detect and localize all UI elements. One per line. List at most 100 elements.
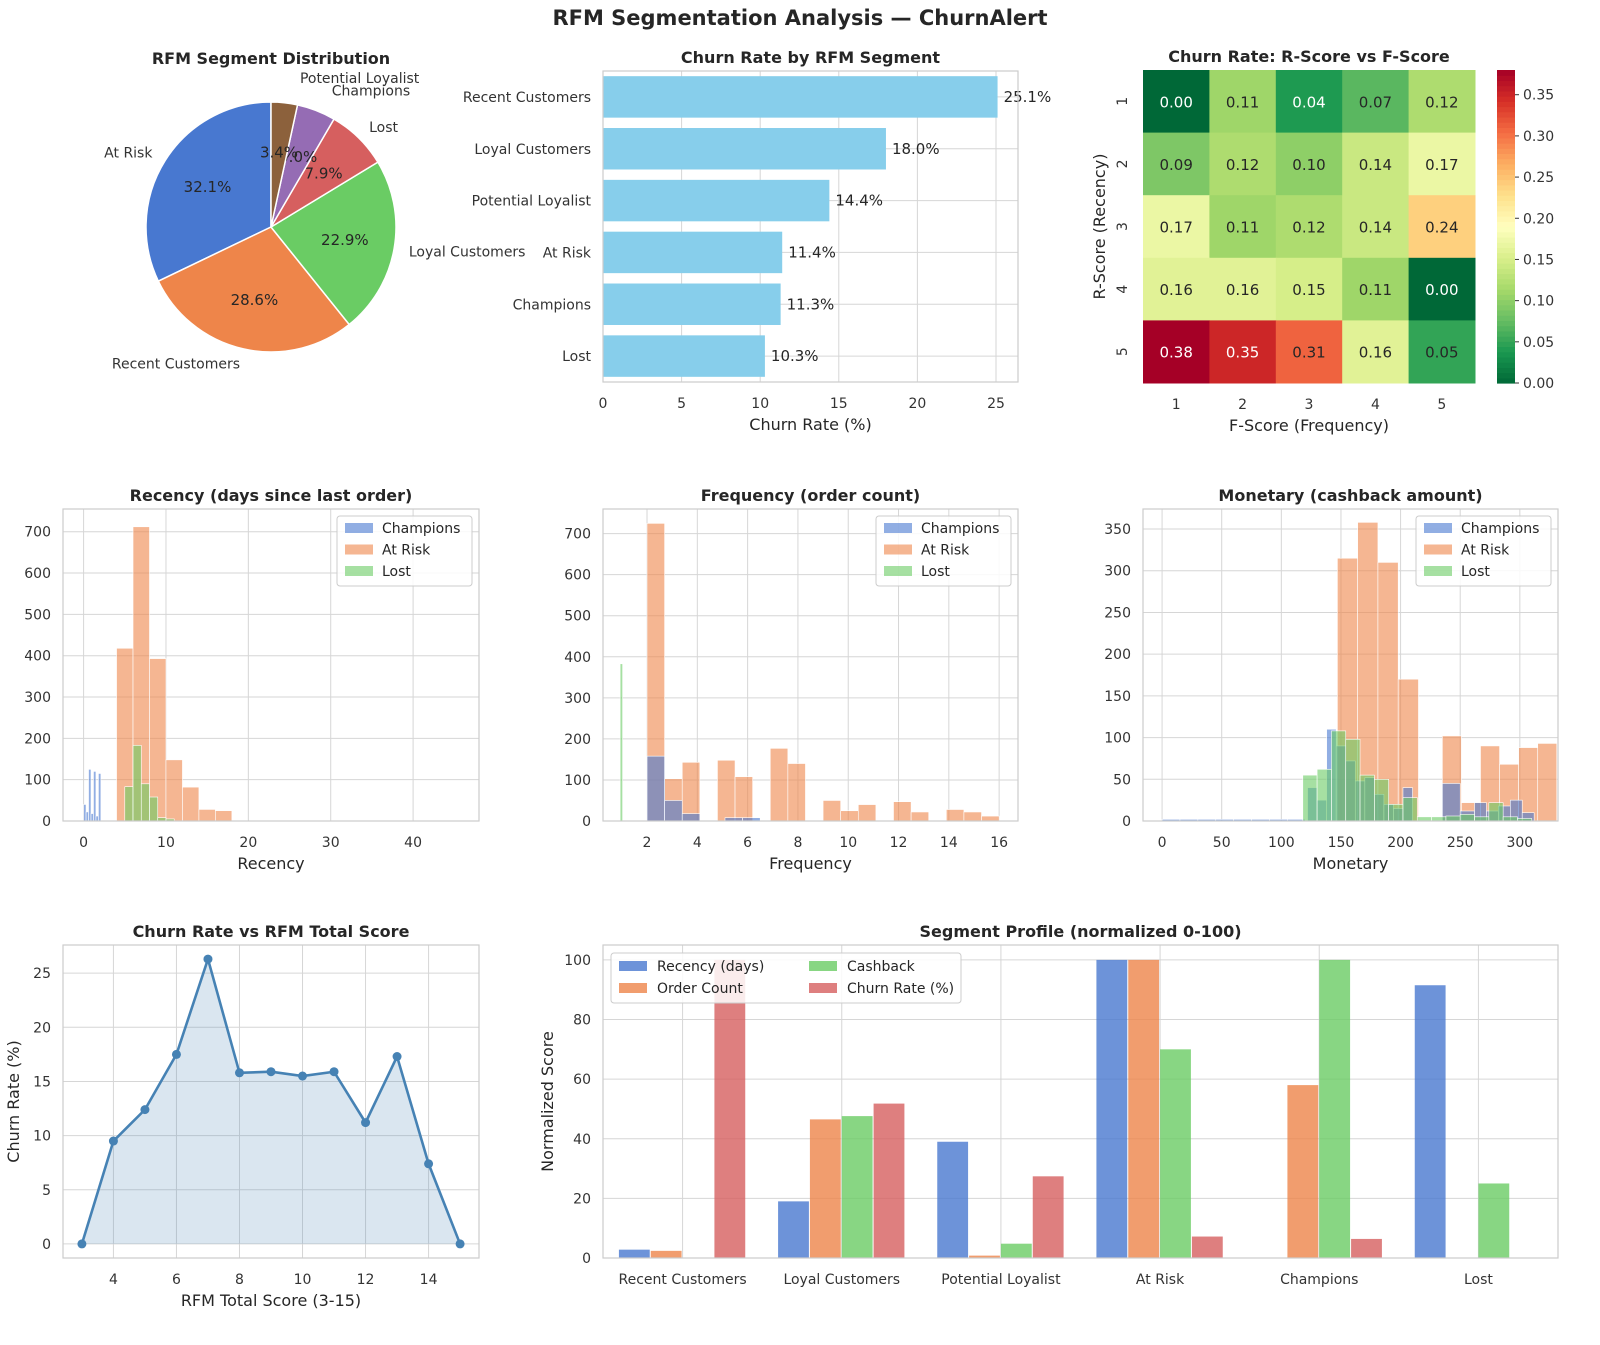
- x-tick-label: 4: [693, 835, 702, 851]
- hist-bar-champions: [664, 800, 683, 822]
- colorbar-segment: [1497, 304, 1515, 311]
- hist-bar-lost: [1402, 797, 1418, 822]
- hist-bar-at-risk: [981, 815, 1000, 822]
- x-tick-label: 6: [743, 835, 752, 851]
- line-point: [329, 1067, 339, 1077]
- heatmap-cell: [1275, 257, 1343, 321]
- pie-pct-label: 22.9%: [321, 231, 369, 249]
- pie-slice-recent-customers: [157, 226, 351, 353]
- y-tick-label: 0: [42, 1237, 51, 1253]
- hist-bar-at-risk: [910, 811, 930, 822]
- colorbar-segment: [1497, 143, 1515, 149]
- profile-bar-order-count: [650, 1250, 682, 1258]
- line-point: [140, 1105, 150, 1115]
- heatmap-cell: [1209, 70, 1277, 134]
- colorbar-segment: [1497, 325, 1515, 332]
- legend-label: Cashback: [847, 959, 916, 975]
- y-tick-label: 20: [573, 1191, 591, 1207]
- x-tick-label: Potential Loyalist: [941, 1272, 1061, 1288]
- bar-at-risk: [603, 231, 783, 274]
- profile-bar-churn-rate: [714, 959, 746, 1258]
- pie-label: Champions: [332, 84, 410, 100]
- legend-label: At Risk: [382, 543, 431, 559]
- pie-pct-label: 7.9%: [305, 165, 343, 183]
- colorbar-tick-label: 0.25: [1523, 170, 1554, 186]
- hist-bar-lost: [124, 786, 134, 822]
- colorbar-segment: [1497, 179, 1515, 186]
- profile-bar-churn-rate: [1191, 1236, 1223, 1258]
- y-tick-label: 100: [564, 773, 591, 789]
- hist-bar-lost: [1502, 816, 1518, 822]
- hist-bar-champions: [1442, 783, 1461, 822]
- hist-bar-lost: [140, 783, 150, 822]
- y-tick-label: 5: [1115, 347, 1131, 356]
- heatmap-cell-label: 0.14: [1359, 156, 1392, 174]
- colorbar-segment: [1497, 195, 1515, 202]
- x-tick-label: 0: [79, 835, 88, 851]
- x-tick-label: 1: [1172, 397, 1181, 413]
- pie-pct-label: 5.0%: [279, 148, 317, 166]
- colorbar-segment: [1497, 278, 1515, 285]
- x-tick-label: 2: [643, 835, 652, 851]
- y-tick-label: Champions: [513, 297, 591, 313]
- heatmap-cell: [1143, 195, 1210, 259]
- profile-bar-cashback: [1478, 1183, 1510, 1258]
- line-point: [298, 1071, 308, 1081]
- profile-bar-churn-rate: [1351, 1238, 1382, 1258]
- y-tick-label: 500: [564, 609, 591, 625]
- y-tick-label: 400: [24, 649, 51, 665]
- x-axis-label: Monetary: [1313, 854, 1389, 873]
- hist-bar-lost: [1316, 768, 1332, 822]
- y-tick-label: Recent Customers: [463, 90, 591, 106]
- colorbar-tick-label: 0.15: [1523, 252, 1554, 268]
- heatmap-cell: [1143, 257, 1210, 321]
- x-tick-label: 200: [1387, 835, 1414, 851]
- recency-histogram: Recency (days since last order) 0 10 20 30 40…: [24, 486, 480, 873]
- legend-label: Lost: [382, 564, 411, 580]
- heatmap-cell: [1209, 132, 1277, 196]
- hist-bar-champions: [95, 815, 99, 822]
- legend-label: Champions: [382, 521, 460, 537]
- legend-swatch: [884, 523, 912, 533]
- y-tick-label: 0: [42, 814, 51, 830]
- x-tick-label: 10: [157, 835, 175, 851]
- hist_frequency-frame: [602, 508, 1019, 822]
- hist-bar-at-risk: [769, 748, 789, 822]
- y-tick-label: 200: [1104, 647, 1131, 663]
- hist-bar-at-risk: [734, 776, 753, 822]
- y-tick-label: 500: [24, 607, 51, 623]
- x-tick-label: 50: [1213, 835, 1231, 851]
- hist_recency-title: Recency (days since last order): [130, 486, 413, 505]
- profile-frame: [602, 944, 1559, 1259]
- pie-pct-label: 3.4%: [260, 143, 298, 161]
- y-tick-label: 700: [24, 525, 51, 541]
- x-tick-label: 12: [357, 1272, 375, 1288]
- legend-swatch: [1424, 566, 1452, 576]
- legend-swatch: [619, 961, 647, 971]
- colorbar-tick-label: 0.30: [1523, 129, 1554, 145]
- y-tick-label: 150: [1104, 689, 1131, 705]
- frequency-histogram: Frequency (order count) 2 4 6 8 10 12 14 16 0 100 2…: [564, 486, 1019, 873]
- heatmap-cell: [1143, 132, 1210, 196]
- hist-bar-at-risk: [822, 800, 841, 822]
- x-tick-label: Loyal Customers: [783, 1272, 900, 1288]
- pie-pct-label: 32.1%: [184, 178, 232, 196]
- colorbar-tick-label: 0.35: [1523, 88, 1554, 104]
- heatmap-cell-label: 0.05: [1425, 344, 1458, 362]
- y-tick-label: 400: [564, 650, 591, 666]
- y-tick-label: 40: [573, 1132, 591, 1148]
- colorbar-segment: [1497, 289, 1515, 295]
- y-tick-label: At Risk: [543, 245, 592, 261]
- profile-bar-order-count: [969, 1255, 1000, 1258]
- colorbar-segment: [1497, 90, 1515, 97]
- colorbar-segment: [1497, 189, 1515, 196]
- churn-heatmap-r-vs-f: Churn Rate: R-Score vs F-Score 0.00 0.11 0.…: [1090, 47, 1554, 435]
- y-tick-label: 50: [1113, 772, 1131, 788]
- legend-swatch: [809, 983, 837, 993]
- heatmap-cell-label: 0.11: [1359, 281, 1392, 299]
- heatmap-cell-label: 0.15: [1292, 281, 1325, 299]
- colorbar-segment: [1497, 122, 1515, 128]
- colorbar-tick-label: 0.05: [1523, 335, 1554, 351]
- colorbar-segment: [1497, 257, 1515, 264]
- segment-profile-grouped-bar-chart: Segment Profile (normalized 0-100) Recent…: [538, 922, 1559, 1288]
